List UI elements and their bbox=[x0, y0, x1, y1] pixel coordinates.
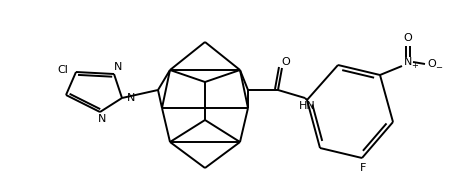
Text: O: O bbox=[282, 57, 290, 67]
Text: O: O bbox=[404, 33, 412, 43]
Text: O: O bbox=[428, 59, 436, 69]
Text: N: N bbox=[404, 57, 412, 67]
Text: HN: HN bbox=[299, 101, 315, 111]
Text: −: − bbox=[436, 63, 442, 73]
Text: N: N bbox=[127, 93, 135, 103]
Text: N: N bbox=[98, 114, 106, 124]
Text: +: + bbox=[412, 62, 418, 70]
Text: N: N bbox=[114, 62, 122, 72]
Text: F: F bbox=[360, 163, 366, 173]
Text: Cl: Cl bbox=[58, 65, 68, 75]
